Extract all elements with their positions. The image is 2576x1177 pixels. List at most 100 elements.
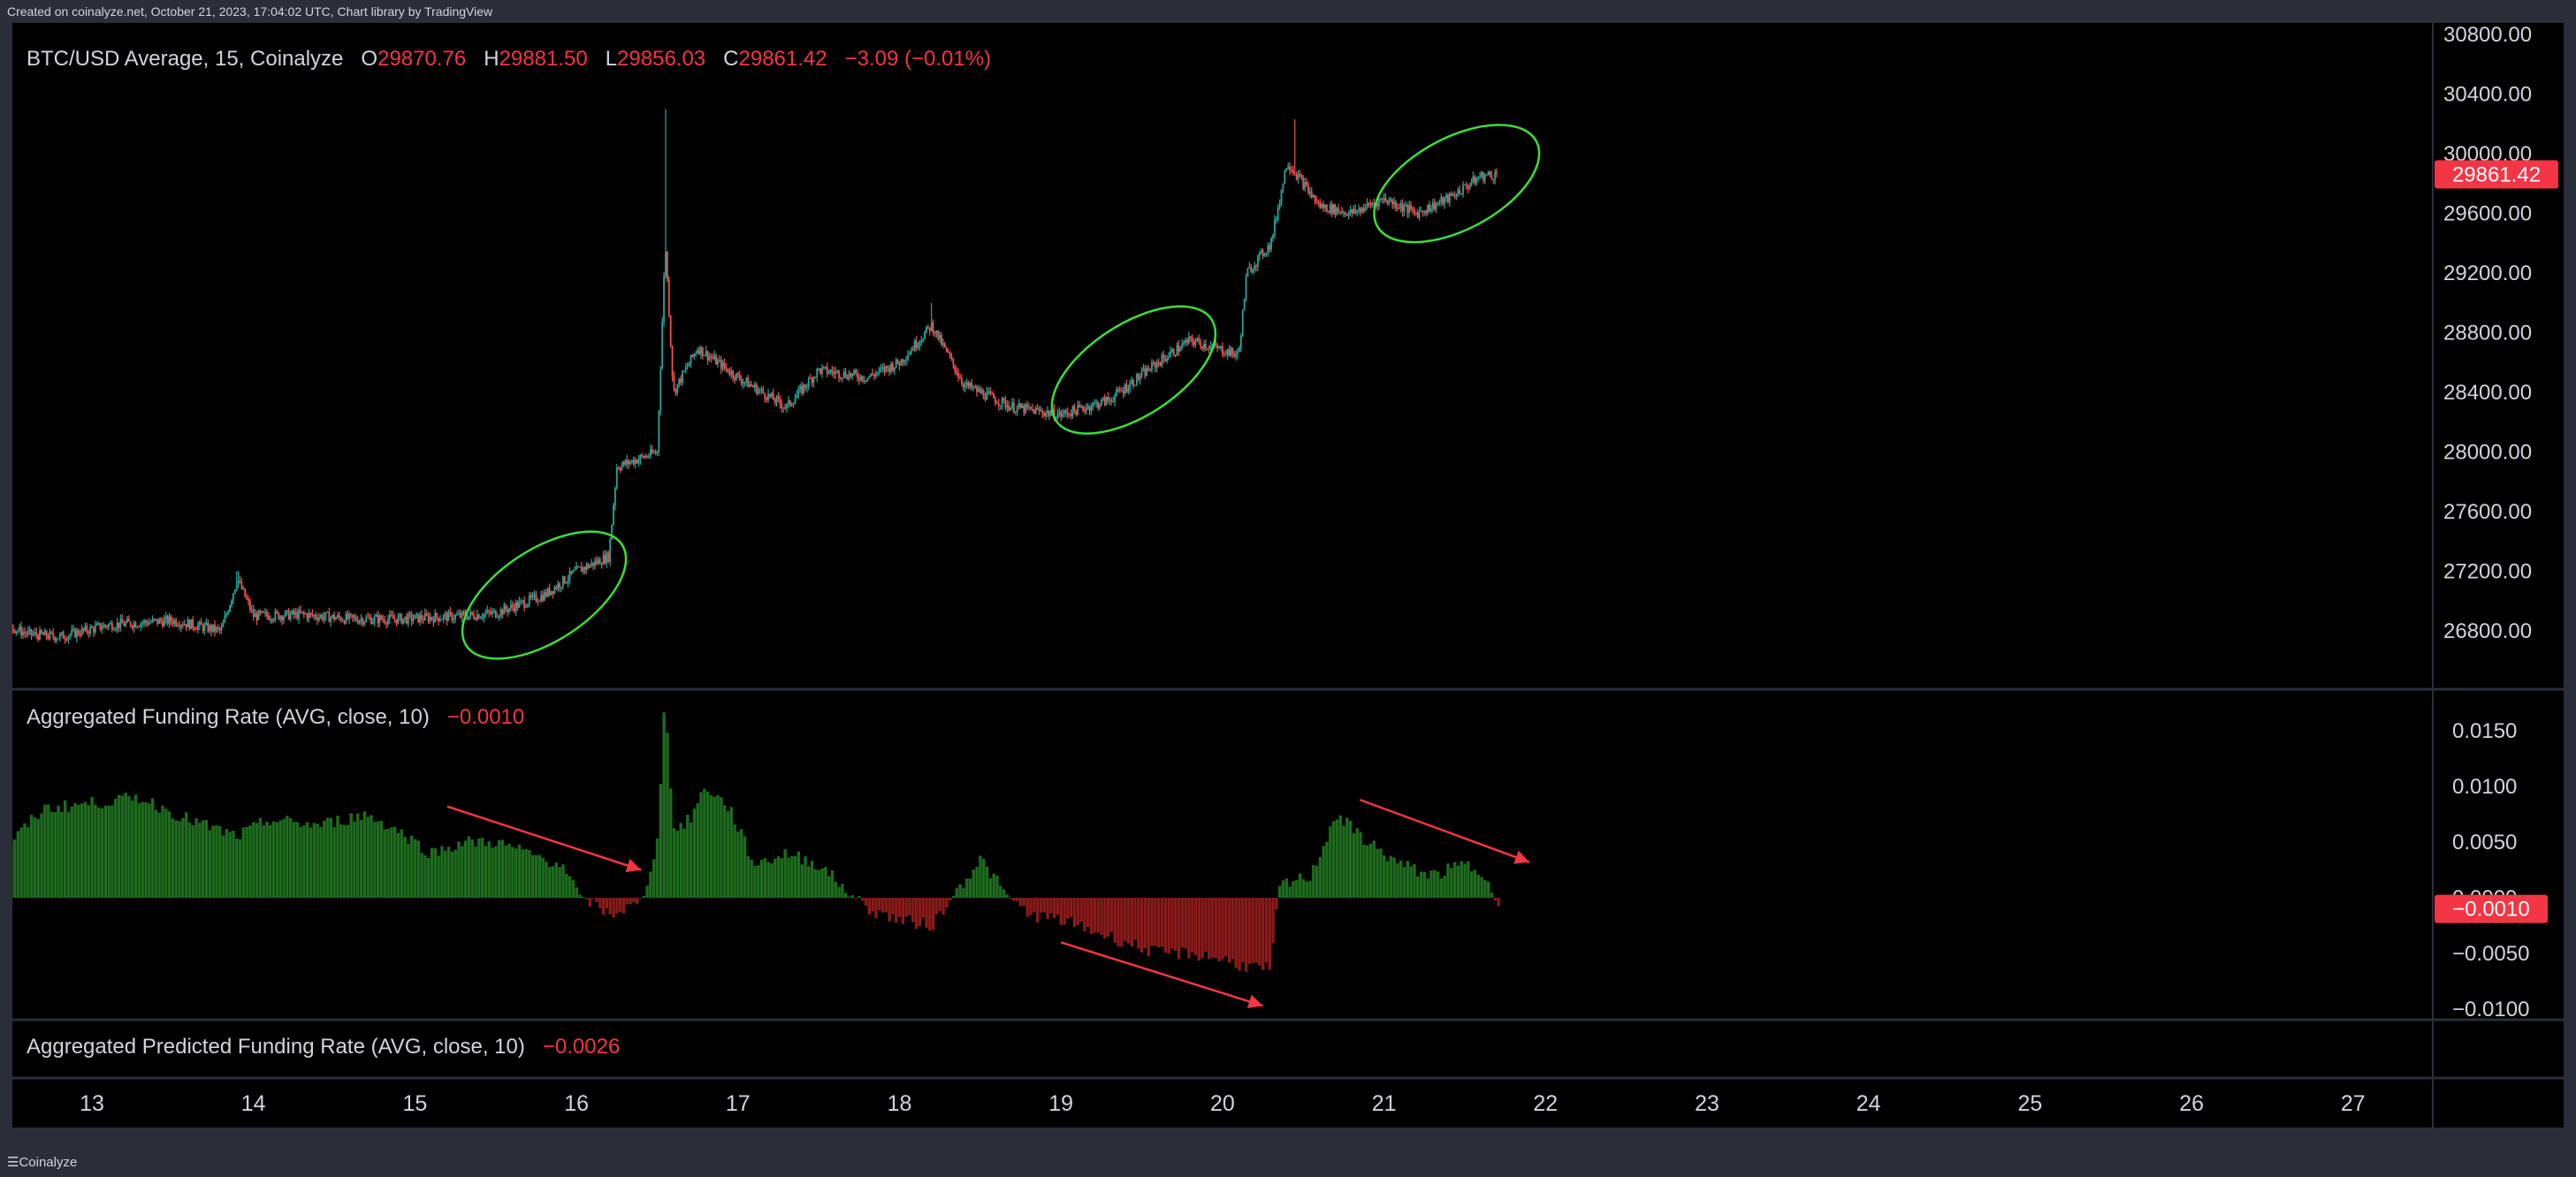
candle-body (484, 612, 487, 614)
funding-bar (1042, 898, 1046, 913)
candle-body (959, 377, 961, 379)
candle-body (991, 393, 994, 395)
candle-body (1083, 409, 1086, 412)
low-label: L (605, 47, 618, 71)
funding-bar (218, 825, 222, 898)
funding-pane[interactable] (0, 712, 1500, 972)
candle-body (1226, 349, 1229, 355)
funding-bar (1322, 846, 1325, 898)
brand-label[interactable]: ☰Coinalyze (7, 1155, 78, 1170)
chart-canvas[interactable]: 26800.00 27200.00 27600.00 28000.00 28400.00… (0, 23, 2564, 1128)
axes-layer[interactable]: 26800.00 27200.00 27600.00 28000.00 28400.00… (80, 23, 2558, 1116)
candle-body (1174, 355, 1177, 357)
funding-bar (194, 818, 198, 898)
candle-body (1453, 194, 1456, 197)
candle-body (316, 618, 318, 620)
funding-bar (302, 824, 306, 898)
candle-body (111, 623, 113, 630)
candle-body (1038, 408, 1040, 411)
candle-body (637, 459, 640, 464)
candle-body (451, 612, 453, 620)
candle-body (319, 614, 322, 618)
funding-bar (780, 858, 784, 898)
trend-arrow[interactable] (446, 805, 642, 871)
price-axis-tick: 27600.00 (2443, 500, 2532, 524)
candle-body (873, 375, 875, 376)
candle-body (173, 619, 176, 625)
funding-bar (1100, 898, 1103, 935)
funding-bar (1312, 864, 1315, 898)
candle-body (1186, 339, 1188, 344)
candle-body (324, 611, 327, 618)
highlight-ellipse[interactable] (1355, 101, 1558, 267)
funding-bar (127, 795, 131, 898)
funding-bar (1052, 898, 1056, 919)
candle-body (192, 619, 194, 628)
candle-body (978, 388, 979, 392)
candle-body (35, 632, 38, 635)
candle-body (705, 351, 707, 355)
candle-body (567, 580, 569, 583)
predicted-title: Aggregated Predicted Funding Rate (AVG, … (27, 1035, 525, 1059)
candle-body (404, 616, 406, 619)
funding-bar (1399, 860, 1403, 898)
candle-body (654, 452, 657, 453)
candle-body (1209, 346, 1212, 349)
price-pane[interactable] (0, 109, 1498, 644)
candle-body (1285, 168, 1288, 171)
candle-body (1364, 207, 1367, 211)
candle-body (755, 383, 758, 394)
funding-bar (1197, 898, 1201, 961)
candle-body (1295, 173, 1298, 179)
candle-body (598, 558, 601, 565)
funding-bar (487, 841, 491, 898)
price-axis-tick: 29600.00 (2443, 202, 2532, 226)
candle-body (1416, 213, 1419, 218)
candle-body (905, 359, 908, 361)
chart-area[interactable]: 26800.00 27200.00 27600.00 28000.00 28400.00… (0, 23, 2564, 1128)
candle-body (1047, 411, 1048, 414)
funding-bar (1325, 841, 1329, 898)
funding-bar (36, 818, 40, 898)
candle-body (720, 360, 722, 369)
trend-arrow[interactable] (1359, 798, 1530, 863)
candle-body (1154, 362, 1156, 368)
funding-bar (584, 898, 589, 900)
candle-body (932, 322, 934, 333)
funding-bar (1093, 898, 1097, 933)
trend-arrow[interactable] (1060, 941, 1263, 1007)
candle-body (1358, 208, 1360, 211)
candle-body (146, 622, 149, 626)
funding-bar (111, 805, 114, 898)
candle-body (804, 384, 806, 388)
funding-bar (396, 832, 400, 898)
candle-body (784, 407, 786, 409)
candle-body (1137, 374, 1139, 380)
candle-body (829, 369, 832, 373)
funding-bar (679, 823, 682, 898)
highlight-ellipse[interactable] (441, 506, 647, 685)
candle-body (185, 624, 187, 627)
time-axis-tick: 23 (1695, 1091, 1719, 1116)
annotations-layer[interactable] (441, 101, 1558, 1009)
funding-bar (70, 806, 73, 898)
funding-bar (238, 839, 242, 898)
funding-bar (362, 811, 367, 898)
candle-body (525, 606, 527, 608)
candle-body (1002, 398, 1005, 400)
candle-body (1117, 389, 1119, 391)
candle-body (887, 366, 889, 368)
candle-body (857, 377, 860, 381)
highlight-ellipse[interactable] (1031, 281, 1237, 459)
candle-body (1017, 403, 1020, 407)
price-axis-tick: 26800.00 (2443, 619, 2532, 643)
candle-body (114, 628, 117, 630)
funding-bar (655, 838, 659, 898)
candle-body (1339, 211, 1342, 213)
candle-body (665, 251, 667, 277)
candle-body (1198, 338, 1200, 342)
candle-body (1049, 413, 1052, 416)
candle-body (1258, 252, 1261, 257)
candle-body (492, 611, 493, 614)
funding-bar (951, 895, 956, 898)
